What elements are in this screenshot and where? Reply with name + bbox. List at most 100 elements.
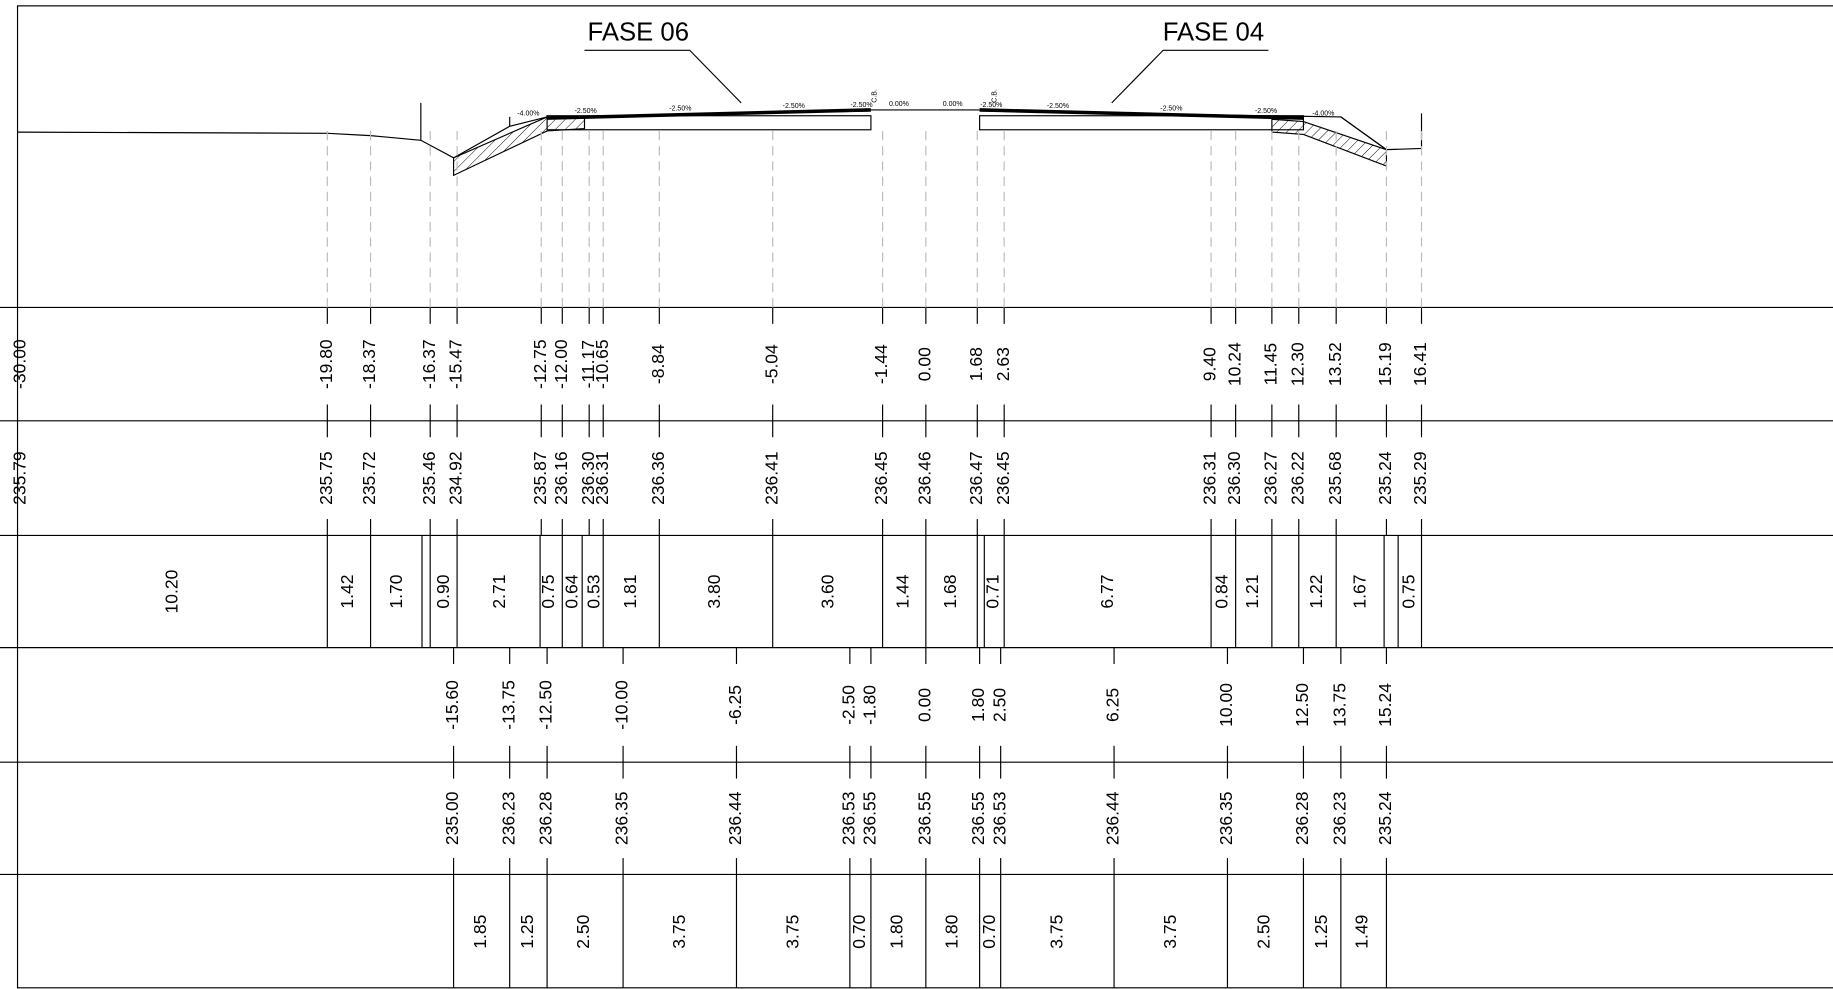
value-label: 236.30 xyxy=(1224,451,1244,505)
value-label: -12.50 xyxy=(536,680,556,730)
value-label: 0.90 xyxy=(433,574,453,608)
value-label: 1.44 xyxy=(892,574,912,608)
slope-label: 0.00% xyxy=(889,101,909,108)
value-label: 6.25 xyxy=(1103,688,1123,722)
value-label: 235.29 xyxy=(1410,451,1430,505)
value-label: -16.37 xyxy=(419,339,439,389)
value-label: 1.81 xyxy=(620,574,640,608)
value-label: 0.71 xyxy=(982,574,1002,608)
slope-label: -2.50% xyxy=(783,103,805,110)
value-label: 1.25 xyxy=(1311,915,1331,949)
value-label: 1.80 xyxy=(886,914,906,948)
value-label: 236.46 xyxy=(914,451,934,505)
slope-label: 0.00% xyxy=(943,101,963,108)
value-label: 1.80 xyxy=(968,688,988,722)
axis-label: C.B. xyxy=(871,89,878,103)
value-label: 236.44 xyxy=(725,791,745,845)
value-label: 1.70 xyxy=(386,574,406,608)
slope-label: -2.50% xyxy=(980,102,1002,109)
value-label: 0.75 xyxy=(1398,574,1418,608)
value-label: 236.44 xyxy=(1103,791,1123,845)
slope-label: -2.50% xyxy=(1255,108,1277,115)
value-label: -1.44 xyxy=(871,344,891,384)
value-label: 235.87 xyxy=(530,451,550,505)
value-label: -30.00 xyxy=(10,339,30,389)
value-label: 2.71 xyxy=(489,574,509,608)
value-label: 236.28 xyxy=(1292,792,1312,846)
value-label: 236.31 xyxy=(592,451,612,505)
value-label: 3.75 xyxy=(1047,915,1067,949)
value-label: 0.00 xyxy=(914,347,934,381)
value-label: 236.55 xyxy=(860,792,880,846)
value-label: 236.28 xyxy=(536,792,556,846)
value-label: 236.23 xyxy=(498,792,518,846)
value-label: -10.65 xyxy=(592,339,612,389)
value-label: 15.24 xyxy=(1375,683,1395,727)
value-label: 10.20 xyxy=(162,569,182,613)
slope-label: -2.50% xyxy=(575,108,597,115)
value-label: 2.63 xyxy=(993,347,1013,381)
value-label: -12.75 xyxy=(530,339,550,389)
value-label: 236.30 xyxy=(578,451,598,505)
value-label: -15.60 xyxy=(442,680,462,730)
value-label: 0.70 xyxy=(979,914,999,948)
value-label: 235.68 xyxy=(1325,451,1345,505)
value-label: 236.55 xyxy=(968,792,988,846)
phase-label: FASE 06 xyxy=(588,19,689,47)
value-label: 236.31 xyxy=(1200,451,1220,505)
value-label: 1.68 xyxy=(966,347,986,381)
value-label: 9.40 xyxy=(1200,347,1220,381)
value-label: 3.60 xyxy=(817,574,837,608)
value-label: 235.75 xyxy=(316,451,336,505)
value-label: -19.80 xyxy=(316,339,336,389)
value-label: -5.04 xyxy=(761,344,781,384)
value-label: 0.75 xyxy=(538,574,558,608)
value-label: 236.53 xyxy=(838,792,858,846)
value-label: 3.75 xyxy=(782,915,802,949)
value-label: 2.50 xyxy=(573,914,593,948)
section xyxy=(17,49,1423,177)
value-label: 1.68 xyxy=(940,574,960,608)
value-label: 3.75 xyxy=(669,915,689,949)
value-label: 236.53 xyxy=(989,792,1009,846)
value-label: 236.35 xyxy=(612,792,632,846)
value-label: 12.50 xyxy=(1292,683,1312,727)
value-label: 1.85 xyxy=(470,915,490,949)
value-label: 15.19 xyxy=(1375,342,1395,386)
axis-label: C.B. xyxy=(992,89,999,103)
value-label: 236.22 xyxy=(1287,451,1307,505)
slope-label: -2.50% xyxy=(1160,106,1182,113)
value-label: -10.00 xyxy=(612,680,632,730)
value-label: 235.24 xyxy=(1375,451,1395,505)
value-label: 1.21 xyxy=(1242,574,1262,608)
value-label: -6.25 xyxy=(725,685,745,725)
slope-label: -2.50% xyxy=(669,106,691,113)
value-label: 3.75 xyxy=(1160,915,1180,949)
value-label: 234.92 xyxy=(446,451,466,505)
slope-label: -2.50% xyxy=(850,102,872,109)
value-label: 1.22 xyxy=(1306,574,1326,608)
value-label: 236.45 xyxy=(993,451,1013,505)
value-label: 236.23 xyxy=(1329,792,1349,846)
value-label: 16.41 xyxy=(1410,342,1430,386)
value-label: -11.17 xyxy=(578,340,598,388)
value-label: 0.64 xyxy=(561,574,581,608)
value-label: 6.77 xyxy=(1097,574,1117,608)
value-label: 236.36 xyxy=(648,451,668,505)
value-label: 236.27 xyxy=(1261,451,1281,505)
value-label: 1.42 xyxy=(337,574,357,608)
value-label: -18.37 xyxy=(359,339,379,389)
value-label: 3.80 xyxy=(704,574,724,608)
value-label: 11.45 xyxy=(1261,343,1281,386)
value-label: 0.53 xyxy=(584,574,604,608)
slope-label: -4.00% xyxy=(517,110,539,117)
value-label: 236.41 xyxy=(761,451,781,505)
value-label: 235.79 xyxy=(10,451,30,505)
value-label: -12.00 xyxy=(551,339,571,389)
value-label: -2.50 xyxy=(838,685,858,725)
slope-label: -2.50% xyxy=(1047,103,1069,110)
value-label: 235.46 xyxy=(419,451,439,505)
value-label: 236.55 xyxy=(914,792,934,846)
value-label: -15.47 xyxy=(446,339,466,389)
slope-label: -4.00% xyxy=(1312,110,1334,117)
